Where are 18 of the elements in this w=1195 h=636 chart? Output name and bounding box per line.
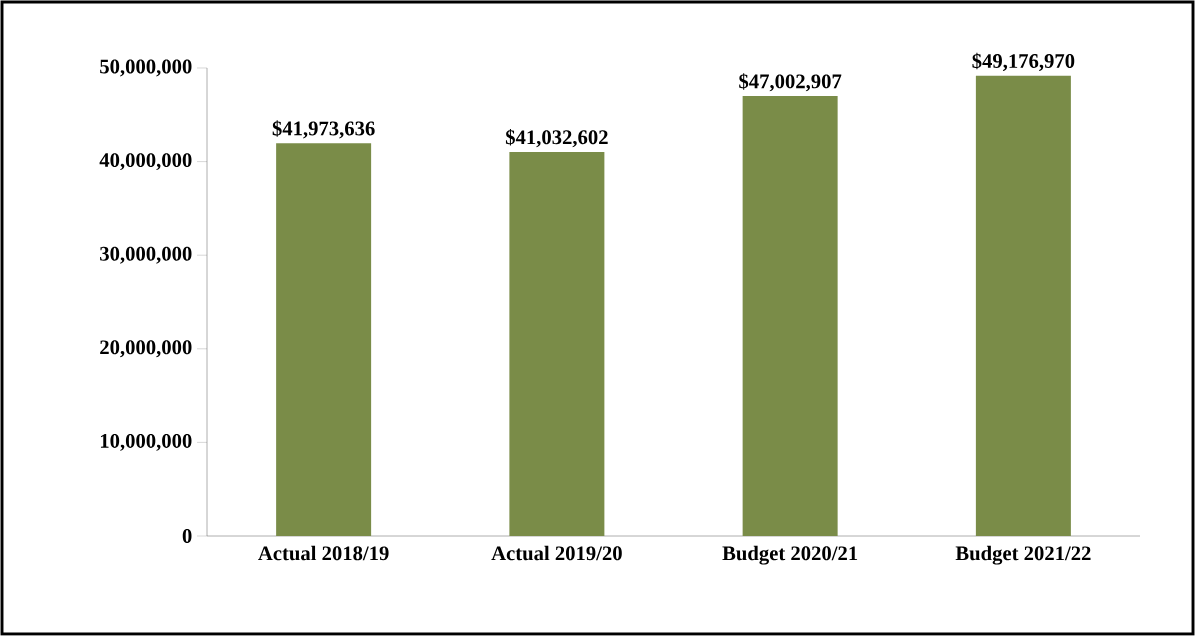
y-tick-label: 40,000,000 (99, 153, 192, 171)
x-tick-label: Actual 2019/20 (491, 545, 622, 561)
data-label: $49,176,970 (972, 52, 1075, 71)
data-label: $47,002,907 (739, 73, 842, 92)
bar (509, 151, 605, 536)
data-label: $41,973,636 (272, 120, 375, 139)
bar (276, 143, 372, 536)
y-tick-label: 50,000,000 (100, 59, 192, 77)
bar (975, 75, 1071, 536)
bar (742, 96, 838, 536)
data-label: $41,032,602 (505, 129, 608, 148)
y-tick-label: 10,000,000 (100, 433, 192, 451)
x-tick-label: Actual 2018/19 (258, 545, 389, 561)
x-tick-label: Budget 2020/21 (722, 545, 858, 565)
y-tick-label: 0 (182, 529, 192, 543)
y-tick-label: 30,000,000 (100, 246, 192, 264)
y-tick-label: 20,000,000 (100, 340, 192, 358)
x-tick-label: Budget 2021/22 (955, 545, 1091, 565)
